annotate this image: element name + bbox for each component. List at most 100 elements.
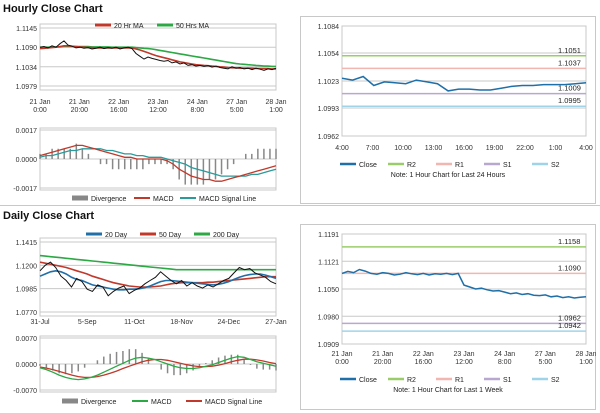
hourly-macd-signal-line: [39, 148, 277, 177]
hourly-price-ytick-label: 1.1145: [16, 26, 37, 33]
daily-price-ma50-line: [39, 261, 276, 288]
hourly-pivot-chart: 1.1084 1.1054 1.1023 1.0993 1.0962 1.1051 1.10…: [300, 16, 596, 204]
hourly-price-frame: [39, 23, 277, 91]
daily-price-ytick-label: 1.0770: [16, 310, 38, 317]
daily-section-title: Daily Close Chart: [3, 210, 95, 222]
daily-pivot-level-r1-label: 1.1090: [558, 263, 581, 272]
daily-pivot-xtick-label: 1:00: [579, 359, 593, 366]
daily-macd-ytick-label: 0.0000: [16, 362, 38, 369]
hourly-pivot-level-s1-label: 1.1009: [558, 84, 581, 93]
hourly-pivot-xtick-label: 19:00: [486, 145, 504, 152]
daily-pivot-xtick-label: 27 Jan: [535, 351, 556, 358]
hourly-price-xtick-label: 12:00: [149, 107, 167, 114]
daily-pivot-xtick-label: 8:00: [498, 359, 512, 366]
hourly-price-xtick-label: 28 Jan: [265, 99, 286, 106]
hourly-pivot-close-line: [341, 75, 587, 92]
daily-pivot-chart: 1.1191 1.1121 1.1050 1.0980 1.0909 1.1158 1.10…: [300, 224, 596, 410]
hourly-pivot-ytick-label: 1.1084: [318, 24, 340, 31]
hourly-pivot-xtick-label: 4:00: [335, 145, 349, 152]
daily-pivot-xtick-label: 21 Jan: [331, 351, 352, 358]
daily-pivot-level-r2-label: 1.1158: [558, 237, 580, 246]
daily-pivot-xtick-label: 16:00: [415, 359, 433, 366]
hourly-macd-line: [39, 144, 277, 182]
hourly-price-close-line: [39, 40, 277, 71]
hourly-price-xtick-label: 21 Jan: [69, 99, 90, 106]
hourly-pivot-xtick-label: 22:00: [516, 145, 534, 152]
hourly-macd-chart: 0.0017 0.0000 -0.0017 Divergence MACD MACD Si…: [13, 127, 277, 203]
daily-price-ytick-label: 1.1415: [16, 240, 38, 247]
daily-pivot-close-line: [341, 268, 587, 299]
daily-pivot-legend-label: S1: [503, 377, 512, 384]
daily-price-legend-label: 20 Day: [105, 232, 128, 239]
hourly-pivot-panel-border: [300, 16, 596, 204]
daily-price-xtick-label: 11-Oct: [124, 319, 145, 326]
hourly-macd-legend-label: MACD Signal Line: [199, 196, 256, 203]
hourly-pivot-level-s2-label: 1.0995: [558, 96, 581, 105]
daily-price-ytick-label: 1.0985: [16, 287, 38, 294]
hourly-macd-legend-label: MACD: [153, 196, 174, 203]
hourly-price-xtick-label: 16:00: [110, 107, 128, 114]
daily-pivot-xtick-label: 23 Jan: [453, 351, 474, 358]
daily-pivot-legend-label: R2: [407, 377, 416, 384]
daily-pivot-legend-label: R1: [455, 377, 464, 384]
daily-macd-ytick-label: 0.0070: [16, 336, 38, 343]
daily-pivot-xtick-label: 12:00: [455, 359, 473, 366]
hourly-pivot-legend-label: S1: [503, 162, 512, 169]
hourly-price-xtick-label: 24 Jan: [187, 99, 208, 106]
daily-pivot-note: Note: 1 Hour Chart for Last 1 Week: [393, 387, 503, 394]
section-divider: [0, 205, 600, 206]
daily-pivot-ytick-label: 1.1191: [318, 232, 339, 239]
daily-pivot-ytick-label: 1.1050: [318, 287, 340, 294]
daily-macd-ytick-label: -0.0070: [13, 388, 37, 395]
daily-pivot-xtick-label: 28 Jan: [575, 351, 596, 358]
hourly-price-xtick-label: 20:00: [71, 107, 89, 114]
hourly-price-xtick-label: 27 Jan: [226, 99, 247, 106]
hourly-price-xtick-label: 22 Jan: [108, 99, 129, 106]
hourly-pivot-xtick-label: 16:00: [455, 145, 473, 152]
daily-price-xtick-label: 31-Jul: [30, 319, 50, 326]
hourly-price-ytick-label: 1.0979: [16, 84, 38, 91]
daily-price-xtick-label: 27-Jan: [265, 319, 287, 326]
hourly-price-xtick-label: 23 Jan: [147, 99, 168, 106]
hourly-macd-ytick-label: -0.0017: [13, 186, 37, 193]
daily-pivot-xtick-label: 20:00: [374, 359, 392, 366]
daily-pivot-xtick-label: 5:00: [539, 359, 553, 366]
daily-pivot-panel-border: [300, 224, 596, 410]
daily-pivot-legend-label: Close: [359, 377, 377, 384]
hourly-pivot-xtick-label: 10:00: [394, 145, 412, 152]
hourly-section-title: Hourly Close Chart: [3, 3, 103, 15]
hourly-pivot-note: Note: 1 Hour Chart for Last 24 Hours: [391, 172, 506, 179]
hourly-pivot-ytick-label: 1.1023: [318, 79, 340, 86]
daily-pivot-level-s1-label: 1.0962: [558, 313, 581, 322]
hourly-pivot-level-r1-label: 1.1037: [558, 58, 581, 67]
hourly-price-legend-label: 20 Hr MA: [114, 23, 144, 30]
hourly-pivot-ytick-label: 1.1054: [318, 51, 340, 58]
hourly-pivot-legend-label: S2: [551, 162, 560, 169]
hourly-pivot-level-r2-label: 1.1051: [558, 46, 581, 55]
daily-price-xtick-label: 18-Nov: [170, 319, 193, 326]
daily-price-ytick-label: 1.1200: [16, 263, 38, 270]
hourly-price-ytick-label: 1.1034: [16, 65, 38, 72]
hourly-pivot-ytick-label: 1.0962: [318, 134, 340, 141]
hourly-price-xtick-label: 8:00: [191, 107, 205, 114]
daily-macd-line: [39, 355, 277, 381]
hourly-pivot-legend-label: R1: [455, 162, 464, 169]
hourly-macd-ytick-label: 0.0017: [16, 128, 38, 135]
daily-macd-legend-label: MACD: [151, 399, 172, 406]
daily-macd-signal-line: [39, 358, 277, 379]
daily-price-xtick-label: 5-Sep: [78, 319, 97, 326]
daily-price-close-line: [39, 261, 277, 297]
hourly-price-xtick-label: 5:00: [230, 107, 244, 114]
daily-pivot-xtick-label: 21 Jan: [372, 351, 393, 358]
hourly-pivot-legend-label: Close: [359, 162, 377, 169]
hourly-price-legend-label: 50 Hrs MA: [176, 23, 209, 30]
daily-macd-legend-label: Divergence: [81, 399, 117, 406]
hourly-pivot-xtick-label: 4:00: [579, 145, 593, 152]
daily-pivot-xtick-label: 22 Jan: [413, 351, 434, 358]
daily-pivot-legend-label: S2: [551, 377, 560, 384]
daily-pivot-xtick-label: 24 Jan: [494, 351, 515, 358]
hourly-pivot-legend-label: R2: [407, 162, 416, 169]
daily-pivot-ytick-label: 1.0909: [318, 342, 340, 349]
hourly-pivot-xtick-label: 7:00: [366, 145, 380, 152]
